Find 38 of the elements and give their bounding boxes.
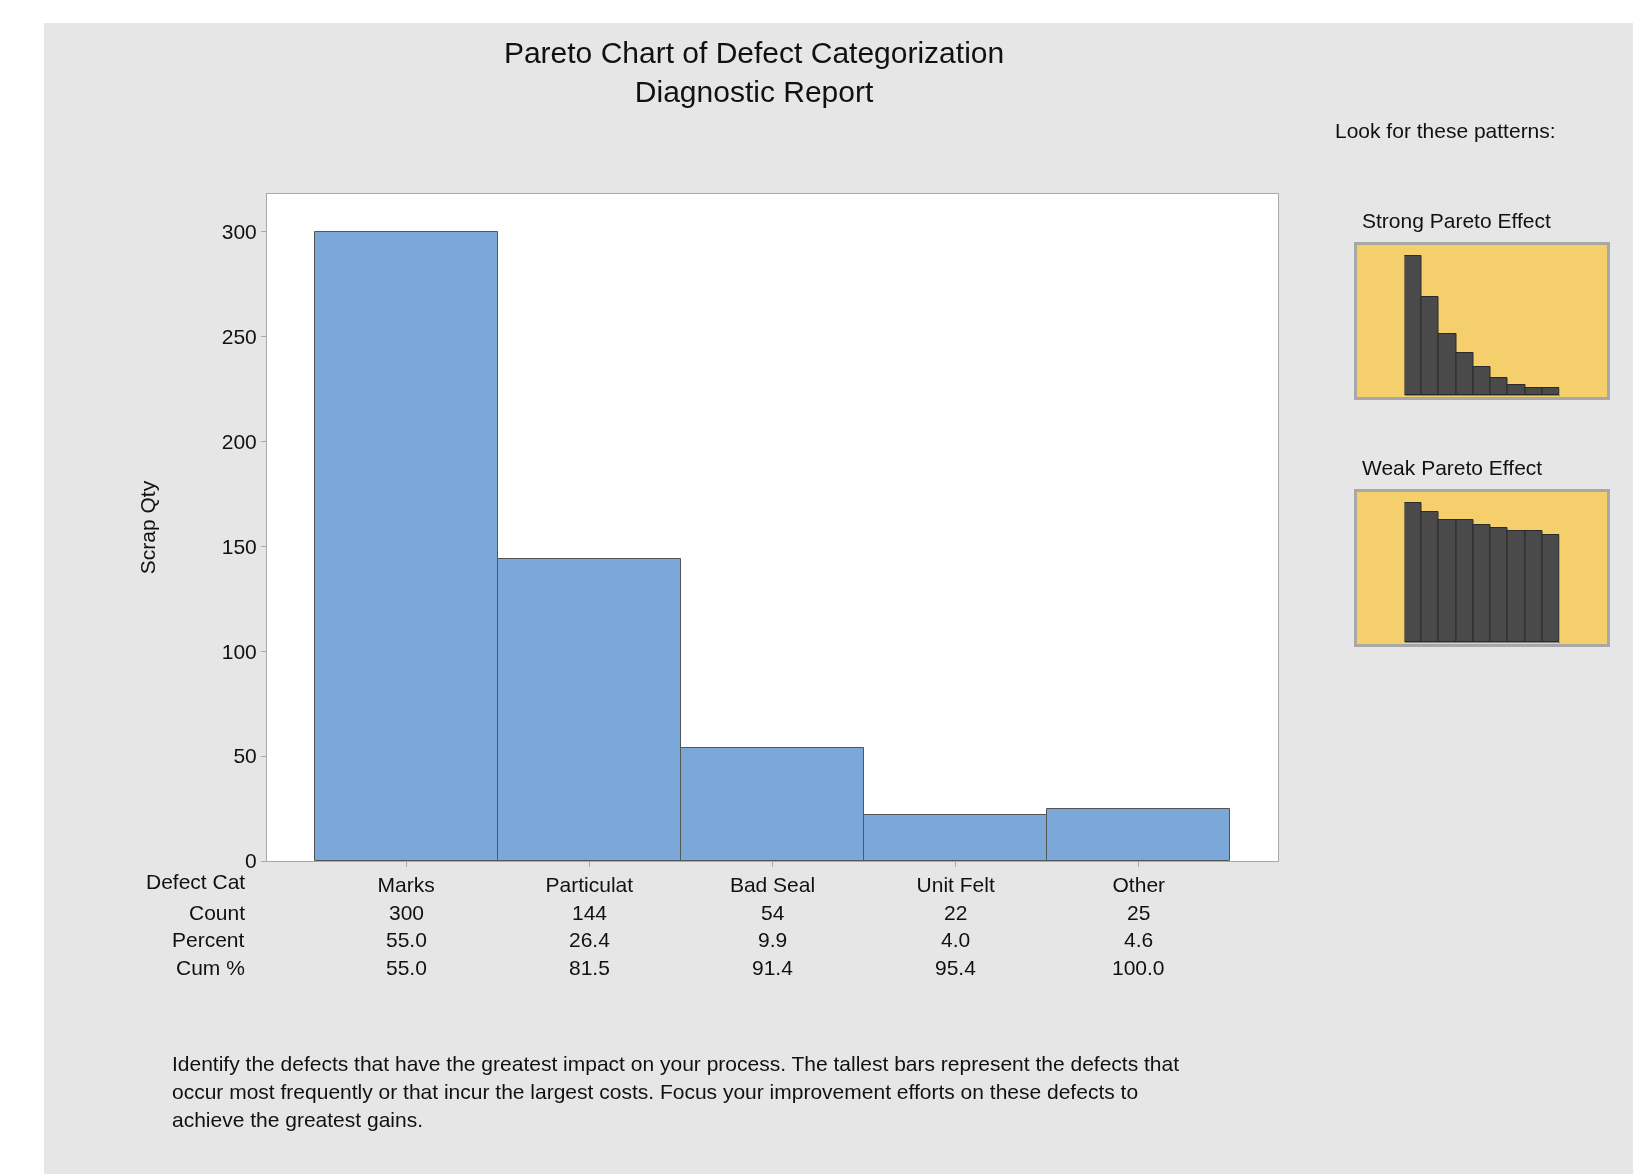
text: 100.0 [1112, 956, 1165, 979]
chart-title: Strong Pareto Effect [1361, 209, 1552, 234]
y-axis-title: Scrap Qty [135, 480, 159, 575]
text: 26.4 [569, 928, 611, 951]
data-label: 22 [944, 901, 968, 924]
data-label: 25 [1127, 901, 1151, 924]
x-tick-label: Marks [377, 873, 435, 897]
text: 91.4 [752, 956, 794, 979]
chart-title: Weak Pareto Effect [1361, 456, 1544, 481]
text: Cum % [176, 956, 245, 979]
x-tick-label: Bad Seal [729, 873, 816, 897]
y-tick-label: 150 [221, 534, 257, 558]
x-tick-label: Particulat [545, 873, 634, 897]
y-tick-label: 100 [221, 639, 257, 663]
y-tick-label: 250 [221, 324, 257, 348]
x-tick-label: Other [1112, 873, 1166, 897]
text: Count [189, 901, 246, 924]
text: 9.9 [758, 928, 788, 951]
y-tick-label: 50 [233, 744, 257, 768]
text: 4.0 [941, 928, 971, 951]
y-tick-label: 0 [245, 849, 257, 873]
y-tick-label: 300 [221, 220, 257, 244]
data-label: 144 [572, 901, 608, 924]
text: 81.5 [569, 956, 610, 979]
data-label: 300 [389, 901, 425, 924]
data-label: 54 [761, 901, 785, 924]
text: Look for these patterns: [1335, 119, 1556, 143]
y-tick-label: 200 [221, 429, 257, 453]
chart-subtitle: Diagnostic Report [634, 75, 874, 109]
text: 4.6 [1124, 928, 1154, 951]
x-tick-label: Unit Felt [916, 873, 995, 897]
chart-title: Pareto Chart of Defect Categorization [503, 36, 1005, 70]
text: Percent [172, 928, 245, 951]
text: Defect Cat [146, 870, 246, 893]
text: Identify the defects that have the greatest impact on your process. The tallest bars represent the defects that occur most frequently or that incur the largest costs. Focus your improvement efforts on these defects to achieve the greatest gains. [172, 1051, 1180, 1133]
text: 95.4 [935, 956, 977, 979]
text: 55.0 [386, 956, 427, 979]
text: 55.0 [386, 928, 427, 951]
